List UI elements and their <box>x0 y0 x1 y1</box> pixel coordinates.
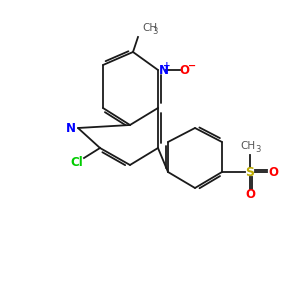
Text: O: O <box>268 166 278 178</box>
Text: 3: 3 <box>152 26 158 35</box>
Text: O: O <box>245 188 255 202</box>
Text: 3: 3 <box>255 145 261 154</box>
Text: N: N <box>159 64 169 76</box>
Text: S: S <box>245 166 254 178</box>
Text: −: − <box>188 61 196 71</box>
Text: +: + <box>163 61 171 70</box>
Text: O: O <box>179 64 189 76</box>
Text: CH: CH <box>240 141 256 151</box>
Text: Cl: Cl <box>70 157 83 169</box>
Text: N: N <box>66 122 76 134</box>
Text: CH: CH <box>142 23 157 33</box>
